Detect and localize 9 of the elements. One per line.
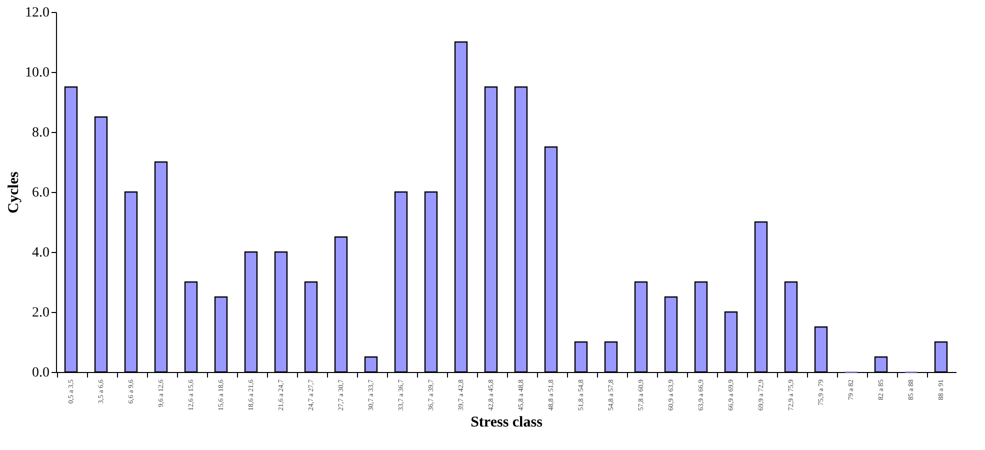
x-axis-title: Stress class: [470, 414, 543, 431]
y-tick-label: 0.0: [32, 366, 50, 380]
y-tick-label: 4.0: [32, 246, 50, 260]
y-tick-label: 6.0: [32, 186, 50, 200]
y-tick-label: 2.0: [32, 306, 50, 320]
y-tick-label: 12.0: [25, 6, 50, 20]
y-axis-title: Cycles: [6, 172, 22, 214]
y-tick-label: 10.0: [25, 66, 50, 80]
y-tick-label: 8.0: [32, 126, 50, 140]
